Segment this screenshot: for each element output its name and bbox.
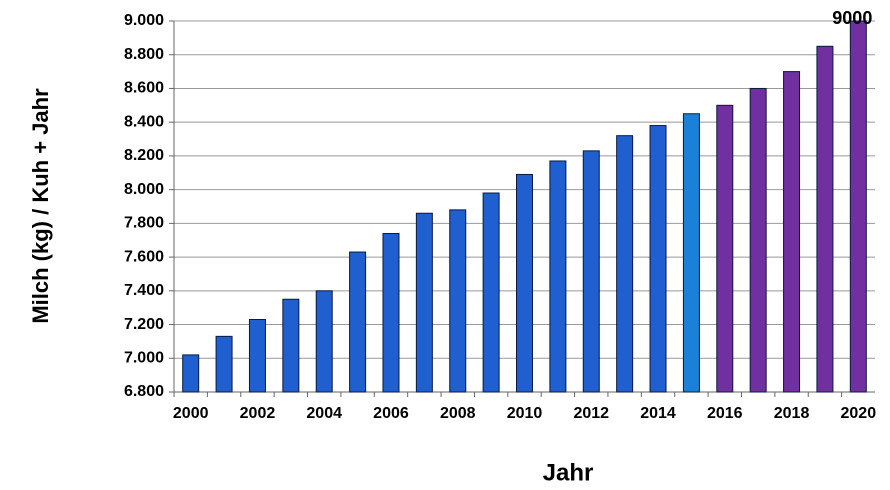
x-tick-label: 2002 bbox=[240, 405, 276, 422]
bar bbox=[415, 212, 433, 393]
bar bbox=[182, 354, 200, 393]
y-tick-label: 6.800 bbox=[124, 383, 164, 400]
y-tick-label: 7.400 bbox=[124, 282, 164, 299]
y-tick-label: 8.200 bbox=[124, 147, 164, 164]
bar bbox=[482, 192, 500, 393]
x-tick-label: 2018 bbox=[774, 405, 810, 422]
y-tick-label: 7.800 bbox=[124, 215, 164, 232]
x-axis-label: Jahr bbox=[543, 459, 594, 486]
bar bbox=[516, 173, 533, 393]
bar bbox=[315, 290, 333, 393]
x-tick-label: 2012 bbox=[573, 405, 609, 422]
y-tick-label: 9.000 bbox=[124, 12, 164, 29]
data-label: 9000 bbox=[832, 8, 872, 28]
x-tick-label: 2004 bbox=[306, 405, 342, 422]
y-tick-label: 7.000 bbox=[124, 349, 164, 366]
bar bbox=[449, 209, 467, 393]
x-tick-label: 2010 bbox=[507, 405, 543, 422]
bar bbox=[215, 335, 233, 393]
bar bbox=[783, 71, 801, 393]
bar bbox=[649, 125, 667, 393]
y-tick-label: 8.800 bbox=[124, 46, 164, 63]
bar bbox=[248, 318, 266, 393]
x-tick-label: 2006 bbox=[373, 405, 409, 422]
x-tick-label: 2014 bbox=[640, 405, 676, 422]
x-tick-label: 2020 bbox=[841, 405, 877, 422]
bar bbox=[349, 251, 367, 393]
bar bbox=[849, 20, 867, 393]
x-tick-label: 2008 bbox=[440, 405, 476, 422]
bar bbox=[816, 45, 834, 393]
bar bbox=[682, 113, 700, 393]
y-tick-label: 7.600 bbox=[124, 248, 164, 265]
bar bbox=[382, 232, 400, 393]
y-tick-label: 7.200 bbox=[124, 316, 164, 333]
bar bbox=[282, 298, 300, 393]
bar bbox=[716, 104, 734, 393]
y-axis-label: Milch (kg) / Kuh + Jahr bbox=[28, 88, 53, 324]
y-tick-label: 8.400 bbox=[124, 113, 164, 130]
x-tick-label: 2000 bbox=[173, 405, 209, 422]
bar bbox=[549, 160, 567, 393]
y-tick-label: 8.600 bbox=[124, 80, 164, 97]
bar bbox=[582, 150, 600, 393]
x-tick-label: 2016 bbox=[707, 405, 743, 422]
bar bbox=[749, 87, 767, 393]
bar bbox=[616, 135, 634, 393]
y-tick-label: 8.000 bbox=[124, 181, 164, 198]
